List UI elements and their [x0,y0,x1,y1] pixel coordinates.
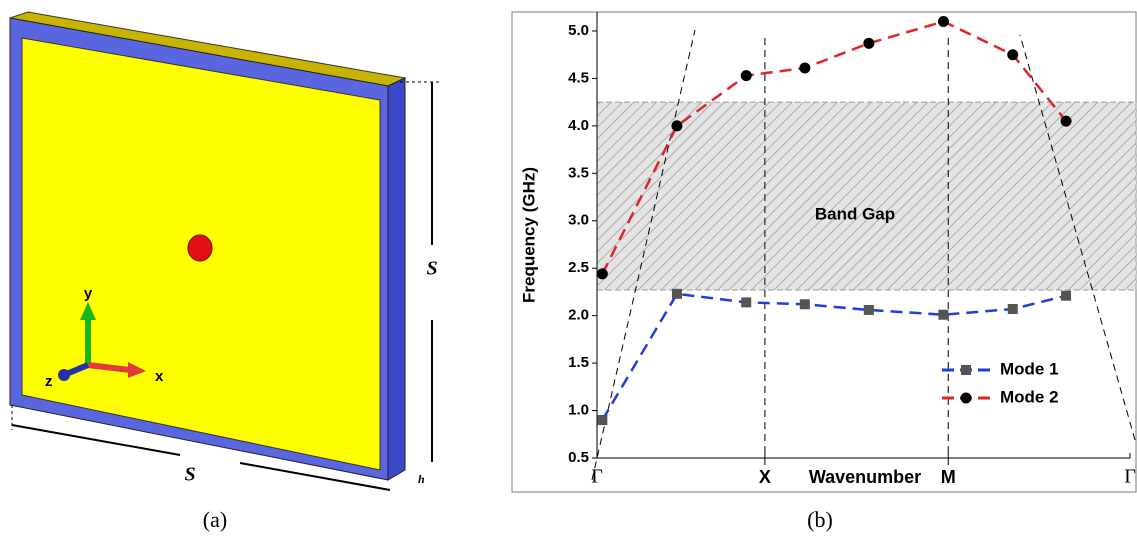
marker [597,415,607,425]
y-tick-label: 5.0 [568,22,589,39]
marker [800,299,810,309]
axis-label: z [45,373,53,390]
legend-marker [961,393,972,404]
x-tick-label: M [941,467,956,487]
series-line [602,294,1066,420]
y-tick-label: 4.5 [568,69,589,86]
marker [1008,304,1018,314]
marker [597,268,608,279]
marker [863,38,874,49]
axis-label: x [155,368,164,385]
marker [938,310,948,320]
marker [864,305,874,315]
slab-side [388,78,405,480]
axis-label: y [84,285,93,302]
y-tick-label: 1.0 [568,402,589,419]
marker [799,62,810,73]
caption: (a) [203,507,227,532]
dimension-label: h [418,472,425,486]
caption: (b) [807,507,833,532]
feed-point [188,235,212,261]
y-tick-label: 2.5 [568,259,589,276]
marker [1007,49,1018,60]
y-tick-label: 3.0 [568,212,589,229]
y-tick-label: 0.5 [568,449,589,466]
y-tick-label: 2.0 [568,307,589,324]
panel-b: (b) Frequency (GHz) Wavenumber Band Gap 0… [512,12,1136,532]
marker [1061,291,1071,301]
x-tick-label: Γ [1124,466,1136,488]
x-tick-label: X [759,467,771,487]
x-axis-label: Wavenumber [809,467,921,487]
y-axis-label: Frequency (GHz) [519,167,538,303]
x-tick-label: Γ [591,466,603,488]
marker [671,120,682,131]
legend-label: Mode 2 [1000,387,1059,406]
panel-a: y x z S S h (a) [10,12,440,532]
marker [938,16,949,27]
y-tick-label: 3.5 [568,164,589,181]
y-tick-label: 4.0 [568,117,589,134]
marker [672,289,682,299]
axis-arrowhead [58,369,70,381]
marker [1061,116,1072,127]
legend-label: Mode 1 [1000,359,1059,378]
marker [741,70,752,81]
dimension-label: S [184,464,195,486]
legend-marker [961,365,971,375]
y-tick-label: 1.5 [568,354,589,371]
marker [741,297,751,307]
figure: y x z S S h (a) (b) Frequency (GHz) Wave… [0,0,1137,545]
dimension-label: S [426,258,437,280]
band-gap-label: Band Gap [815,204,895,223]
